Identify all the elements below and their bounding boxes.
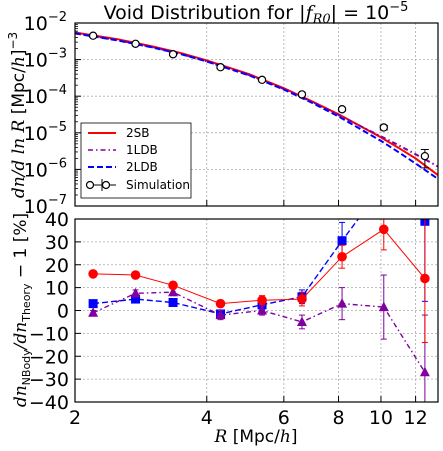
- bottom-point-2sb: [420, 273, 430, 284]
- top-line-2ldb: [75, 32, 438, 180]
- bottom-y-tick-label-5: 10: [45, 278, 69, 300]
- bottom-y-tick-label-3: −10: [29, 323, 69, 345]
- x-tick-label-8: 8: [332, 407, 344, 429]
- legend-item-2sb: 2SB: [88, 126, 149, 140]
- bottom-point-1ldb: [378, 301, 389, 312]
- bottom-point-1ldb: [257, 305, 268, 315]
- top-y-axis-label: dn/d ln R [Mpc/h]−3: [6, 32, 29, 198]
- legend-label-1ldb: 1LDB: [126, 143, 158, 157]
- top-y-tick-label-2: 10−5: [24, 120, 67, 145]
- bottom-y-tick-label-7: 30: [45, 232, 69, 254]
- bottom-point-1ldb: [337, 298, 348, 308]
- legend-item-simulation: Simulation: [85, 178, 190, 192]
- simulation-point: [168, 50, 178, 59]
- top-series: [75, 31, 438, 180]
- legend-item-1ldb: 1LDB: [88, 143, 158, 157]
- simulation-point: [131, 39, 140, 49]
- legend: 2SB 1LDB 2LDB Simulation: [80, 122, 192, 199]
- simulation-point: [88, 31, 98, 40]
- bottom-y-tick-label-8: 40: [45, 209, 69, 231]
- bottom-point-2ldb: [337, 236, 347, 246]
- simulation-point: [420, 151, 430, 161]
- bottom-point-2sb: [215, 298, 226, 309]
- bottom-point-2sb: [257, 295, 267, 306]
- legend-label-2sb: 2SB: [126, 126, 149, 140]
- bottom-series: [88, 219, 430, 402]
- top-ticks: 10−7 10−6 10−5 10−4 10−3 10−2: [24, 10, 417, 218]
- simulation-point: [297, 90, 307, 99]
- bottom-point-2sb: [297, 294, 307, 304]
- simulation-point: [257, 75, 267, 85]
- bottom-point-1ldb: [296, 316, 307, 326]
- legend-label-simulation: Simulation: [126, 178, 190, 192]
- top-y-tick-label-5: 10−2: [24, 10, 67, 35]
- x-tick-label-4: 4: [201, 407, 213, 429]
- simulation-point: [216, 62, 225, 72]
- bottom-point-2ldb: [168, 297, 178, 307]
- bottom-y-tick-label-4: 0: [57, 301, 69, 323]
- simulation-point: [379, 123, 388, 132]
- bottom-point-1ldb: [168, 286, 179, 297]
- top-y-tick-label-0: 10−7: [24, 193, 67, 218]
- bottom-point-1ldb: [215, 309, 226, 320]
- bottom-point-1ldb: [88, 307, 99, 317]
- bottom-point-2ldb: [131, 294, 141, 304]
- bottom-point-2sb: [337, 251, 347, 262]
- top-y-tick-label-4: 10−3: [24, 47, 67, 72]
- top-axes-frame: [74, 22, 439, 207]
- bottom-point-1ldb: [130, 287, 141, 298]
- bottom-y-tick-label-1: −30: [29, 369, 69, 391]
- bottom-point-2sb: [130, 270, 141, 280]
- bottom-point-2sb: [378, 224, 389, 235]
- top-panel: 10−7 10−6 10−5 10−4 10−3 10−2 2SB 1LDB 2LDB: [6, 10, 439, 218]
- bottom-point-2sb: [168, 280, 178, 291]
- bottom-gridlines: [74, 219, 438, 402]
- legend-marker-simulation-right: [101, 180, 111, 190]
- legend-marker-simulation-left: [85, 180, 95, 190]
- simulation-point: [337, 105, 347, 114]
- x-tick-label-2: 2: [69, 407, 81, 429]
- legend-item-2ldb: 2LDB: [88, 160, 158, 174]
- bottom-point-2sb: [88, 269, 98, 279]
- bottom-line-2ldb: [93, 219, 426, 315]
- x-tick-label-6: 6: [278, 407, 290, 429]
- top-y-tick-label-1: 10−6: [24, 156, 67, 181]
- bottom-y-axis-label: dnNBody/dnTheory − 1 [%]: [11, 213, 33, 407]
- x-tick-label-12: 12: [404, 407, 428, 429]
- bottom-y-tick-label-2: −20: [29, 346, 69, 368]
- bottom-x-axis-label: R [Mpc/h]: [214, 427, 298, 447]
- bottom-point-1ldb: [419, 366, 430, 377]
- legend-label-2ldb: 2LDB: [126, 160, 158, 174]
- bottom-point-2ldb: [88, 299, 98, 309]
- x-tick-label-10: 10: [369, 407, 393, 429]
- top-y-tick-label-3: 10−4: [24, 83, 67, 108]
- bottom-y-tick-label-6: 20: [45, 255, 69, 277]
- bottom-y-tick-label-0: −40: [29, 392, 69, 414]
